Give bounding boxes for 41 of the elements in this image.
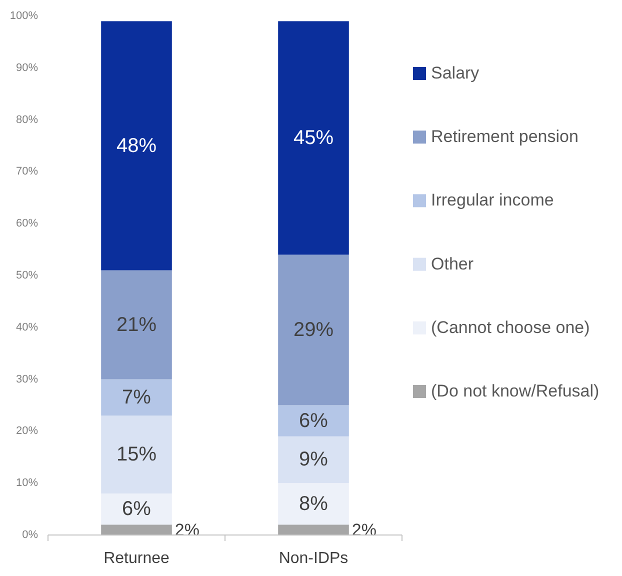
legend-label: Retirement pension (431, 127, 578, 146)
y-tick-label: 100% (10, 10, 38, 22)
bar (278, 405, 349, 436)
y-tick-label: 20% (16, 425, 38, 438)
legend-label: (Do not know/Refusal) (431, 382, 600, 400)
y-tick-label: 0% (22, 529, 38, 541)
bar (101, 21, 172, 270)
y-tick-label: 60% (16, 218, 38, 230)
x-tick-label: Non-IDPs (278, 550, 348, 567)
data-label: 45% (293, 126, 334, 149)
bar (278, 254, 349, 406)
bar (101, 416, 172, 494)
bar (278, 21, 349, 255)
data-label: 29% (293, 318, 334, 341)
legend-label: Other (431, 254, 474, 274)
data-label: 6% (122, 498, 152, 520)
bar (278, 436, 349, 484)
bar (101, 379, 172, 416)
y-tick-label: 70% (16, 166, 38, 178)
bar (101, 524, 172, 535)
bar (278, 483, 349, 525)
bar (278, 524, 349, 535)
data-label: 8% (299, 492, 328, 515)
bar (101, 270, 172, 380)
y-tick-label: 40% (16, 321, 38, 334)
legend-label: (Cannot choose one) (431, 318, 590, 337)
legend-label: Irregular income (431, 190, 554, 210)
data-label: 9% (299, 448, 328, 471)
x-tick-label: Returnee (104, 550, 170, 567)
data-label: 48% (116, 134, 157, 157)
data-label: 21% (116, 314, 157, 336)
data-label: 15% (116, 444, 157, 466)
bar (101, 493, 172, 525)
data-label: 7% (122, 386, 152, 408)
y-tick-label: 30% (16, 373, 38, 386)
y-tick-label: 90% (16, 62, 38, 74)
data-label: 6% (299, 410, 328, 432)
y-tick-label: 50% (16, 270, 38, 282)
y-tick-label: 80% (16, 114, 38, 126)
y-tick-label: 10% (16, 477, 38, 490)
legend-label: Salary (431, 64, 480, 82)
